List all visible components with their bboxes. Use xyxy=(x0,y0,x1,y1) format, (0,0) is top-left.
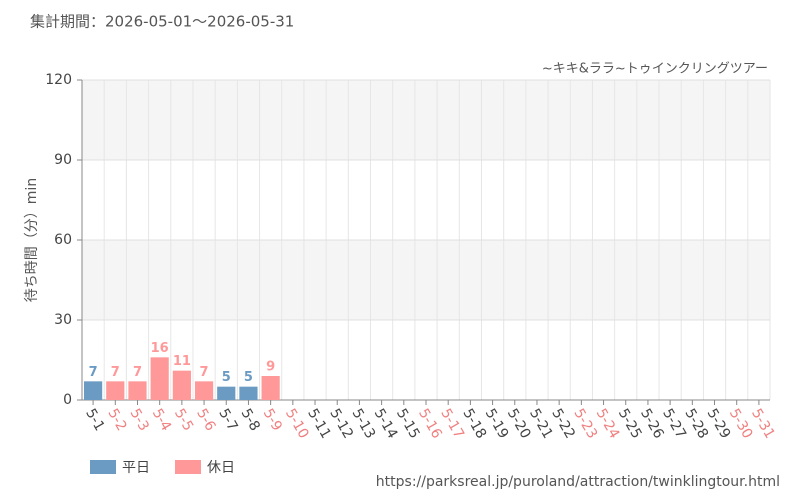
legend-swatch xyxy=(90,460,116,474)
bar xyxy=(261,376,280,400)
value-label: 16 xyxy=(151,341,169,356)
bar xyxy=(106,381,125,400)
value-label: 5 xyxy=(222,370,231,385)
y-axis-label: 待ち時間（分）min xyxy=(24,178,40,302)
x-tick-label: 5-7 xyxy=(215,406,240,434)
value-label: 7 xyxy=(133,365,142,380)
value-label: 7 xyxy=(111,365,120,380)
value-label: 5 xyxy=(244,370,253,385)
x-tick-label: 5-5 xyxy=(171,406,196,434)
legend-label: 休日 xyxy=(207,460,235,476)
x-tick-label: 5-4 xyxy=(149,406,174,434)
grid-band xyxy=(82,240,770,320)
x-tick-label: 5-8 xyxy=(238,406,263,434)
value-label: 11 xyxy=(173,354,191,369)
chart-title: 集計期間：2026-05-01〜2026-05-31 xyxy=(30,13,294,31)
x-tick-label: 5-9 xyxy=(260,406,285,434)
y-tick-label: 90 xyxy=(54,152,72,168)
bar xyxy=(83,381,103,400)
bar xyxy=(239,386,258,400)
x-tick-label: 5-1 xyxy=(82,406,107,434)
bar xyxy=(150,357,169,400)
source-url: https://parksreal.jp/puroland/attraction… xyxy=(376,474,780,490)
y-tick-label: 0 xyxy=(63,392,72,408)
y-tick-label: 60 xyxy=(54,232,72,248)
x-tick-label: 5-3 xyxy=(127,406,152,434)
bar xyxy=(194,381,214,400)
value-label: 9 xyxy=(266,360,275,375)
bar xyxy=(128,381,147,400)
value-label: 7 xyxy=(200,365,209,380)
x-tick-label: 5-31 xyxy=(748,406,778,442)
legend-label: 平日 xyxy=(122,460,150,476)
bar xyxy=(217,386,236,400)
grid-band xyxy=(82,80,770,160)
y-tick-label: 30 xyxy=(54,312,72,328)
y-tick-label: 120 xyxy=(45,72,72,88)
bar xyxy=(172,370,191,400)
value-label: 7 xyxy=(89,365,98,380)
chart-subtitle: ~キキ&ララ~トゥインクリングツアー xyxy=(542,62,768,77)
legend-swatch xyxy=(175,460,201,474)
x-tick-label: 5-6 xyxy=(193,406,218,434)
x-tick-label: 5-2 xyxy=(104,406,129,434)
